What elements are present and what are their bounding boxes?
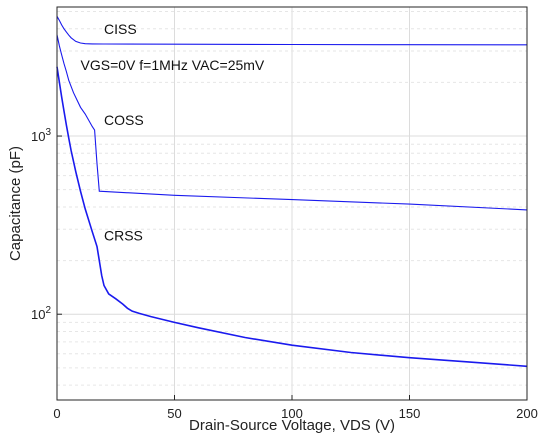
series-line-crss [56, 66, 528, 368]
series-lines [56, 16, 528, 368]
y-tick-label: 102 [31, 305, 51, 322]
series-line-ciss [56, 16, 528, 46]
x-tick-label: 100 [281, 406, 303, 421]
x-tick-label: 50 [167, 406, 181, 421]
x-tick-label: 0 [53, 406, 60, 421]
x-axis-ticks: 0 50 100 150 200 [53, 395, 538, 421]
annotation-label: CRSS [104, 227, 143, 243]
annotation-label: COSS [104, 112, 144, 128]
x-tick-label: 150 [399, 406, 421, 421]
annotation-label: CISS [104, 21, 137, 37]
x-tick-label: 200 [516, 406, 538, 421]
annotations: CISS VGS=0V f=1MHz VAC=25mV COSS CRSS [81, 21, 265, 244]
y-axis-title: Capacitance (pF) [7, 146, 24, 261]
grid [57, 7, 527, 400]
series-line-coss [56, 34, 528, 211]
x-axis-title: Drain-Source Voltage, VDS (V) [189, 417, 395, 434]
y-tick-label: 103 [31, 127, 51, 144]
y-axis-ticks: 102 103 [31, 127, 62, 322]
annotation-label: VGS=0V f=1MHz VAC=25mV [81, 57, 265, 73]
